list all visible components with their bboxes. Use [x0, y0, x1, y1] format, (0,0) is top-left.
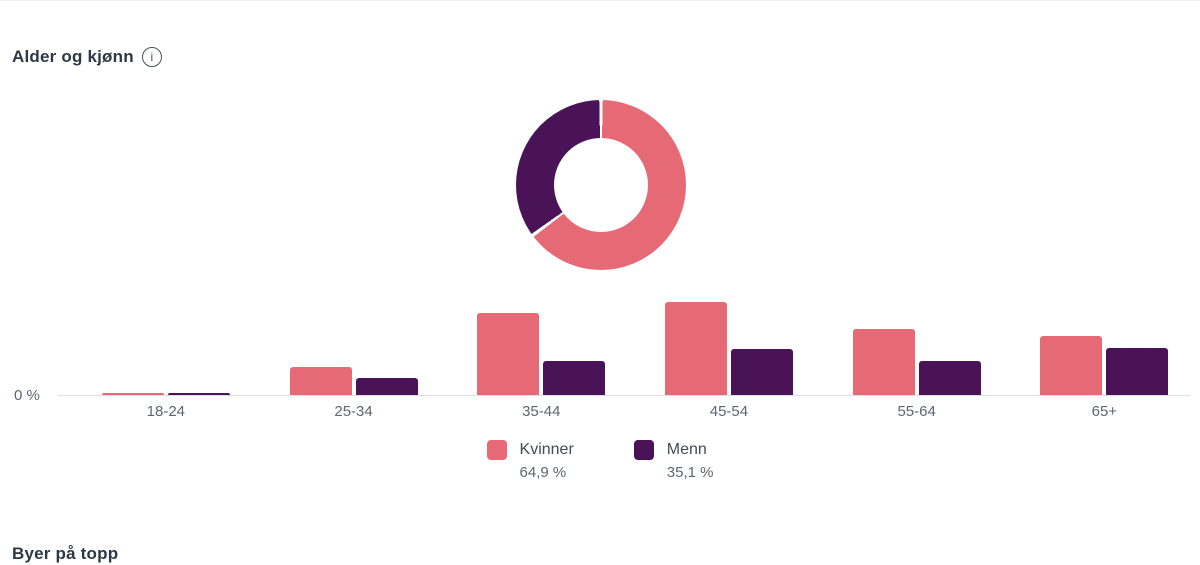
bar-kvinner-35-44 [477, 313, 540, 395]
legend-swatch-kvinner [486, 440, 507, 460]
info-icon[interactable]: i [141, 47, 162, 67]
legend-label: Menn [666, 441, 707, 458]
bar-kvinner-18-24 [101, 393, 164, 395]
x-axis-label-25-34: 25-34 [334, 403, 373, 420]
section-title-age-gender: Alder og kjønn [12, 47, 134, 66]
bar-menn-35-44 [543, 361, 606, 395]
section-title-cities: Byer på topp [12, 544, 119, 563]
x-axis-label-65+: 65+ [1091, 403, 1118, 420]
x-axis-label-18-24: 18-24 [146, 403, 186, 420]
bar-menn-65+ [1106, 348, 1169, 395]
bar-kvinner-65+ [1040, 336, 1103, 395]
section-title-row: Alder og kjønn i [12, 47, 162, 67]
chart-legend: Kvinner 64,9 % Menn 35,1 % [0, 439, 1200, 483]
bar-menn-18-24 [167, 393, 230, 395]
bar-kvinner-55-64 [852, 329, 915, 395]
x-axis-line [58, 395, 1190, 396]
legend-percentage: 35,1 % [666, 464, 714, 481]
y-axis-zero-label: 0 % [14, 387, 40, 404]
bar-kvinner-25-34 [289, 367, 352, 395]
donut-hole [554, 138, 648, 232]
gender-donut-chart [516, 100, 686, 270]
legend-item-menn[interactable]: Menn 35,1 % [633, 439, 714, 483]
bar-menn-55-64 [918, 361, 981, 395]
x-axis-label-55-64: 55-64 [897, 403, 936, 420]
legend-percentage: 64,9 % [519, 464, 567, 481]
x-axis-label-35-44: 35-44 [522, 403, 561, 420]
bar-kvinner-45-54 [664, 302, 727, 395]
x-axis-label-45-54: 45-54 [709, 403, 749, 420]
legend-item-kvinner[interactable]: Kvinner 64,9 % [486, 439, 574, 483]
bar-menn-25-34 [355, 378, 418, 395]
legend-label: Kvinner [519, 441, 574, 458]
legend-swatch-menn [633, 440, 654, 460]
bar-menn-45-54 [730, 349, 793, 395]
